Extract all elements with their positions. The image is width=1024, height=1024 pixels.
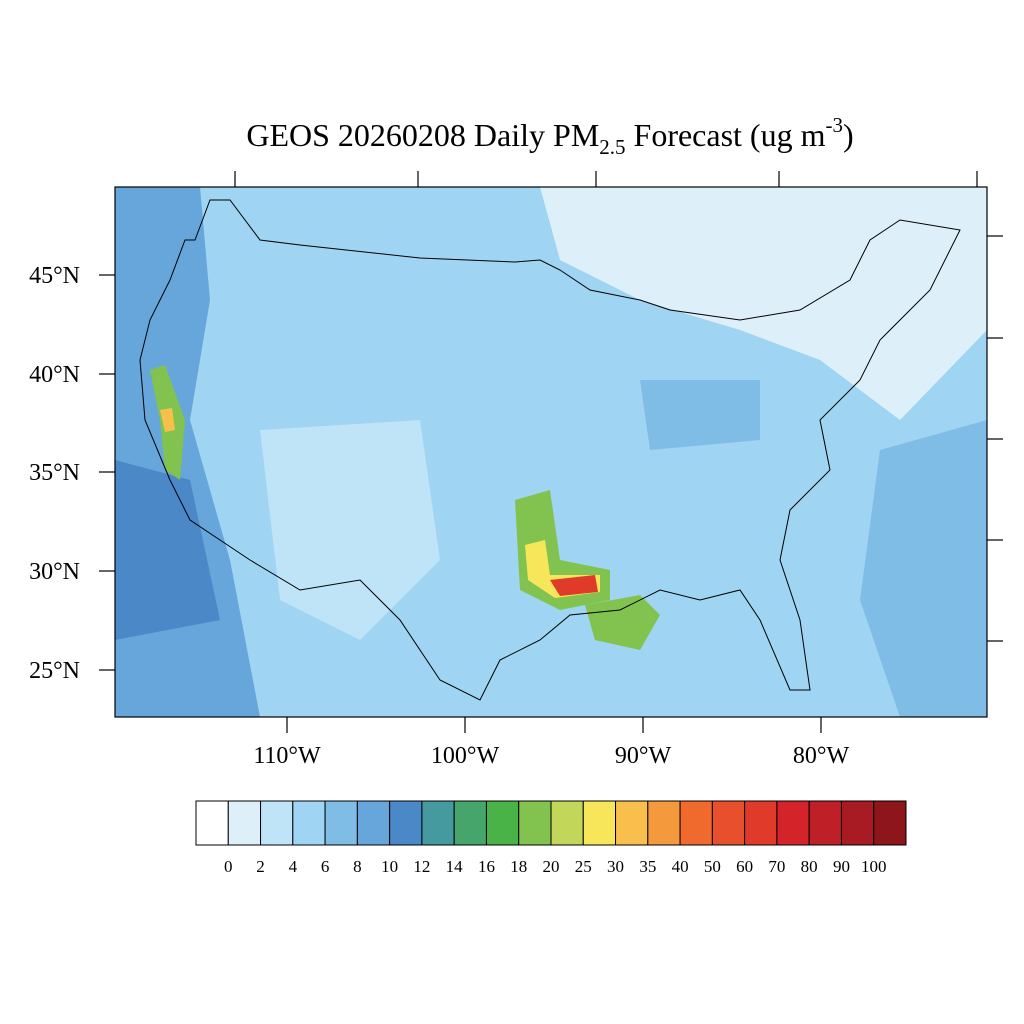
colorbar-label: 8 xyxy=(353,857,362,876)
colorbar-box xyxy=(195,800,229,846)
colorbar-box xyxy=(744,800,778,846)
colorbar-label: 12 xyxy=(413,857,430,876)
title-superscript: -3 xyxy=(825,113,843,137)
colorbar-box xyxy=(356,800,391,846)
colorbar-box xyxy=(518,800,552,846)
axis-labels: 45°N 40°N 35°N 30°N 25°N 110°W 100°W 90°W 80°W xyxy=(29,263,849,769)
colorbar-box xyxy=(324,800,358,846)
colorbar-box xyxy=(873,800,907,846)
colorbar-label: 4 xyxy=(289,857,298,876)
colorbar-box xyxy=(647,800,681,846)
colorbar-box xyxy=(389,800,423,846)
lat-label: 45°N xyxy=(29,263,80,289)
field-southwest xyxy=(260,420,440,640)
colorbar-label: 14 xyxy=(446,857,464,876)
coastline xyxy=(139,199,961,701)
lon-label: 100°W xyxy=(431,743,500,769)
colorbar-label: 6 xyxy=(321,857,330,876)
hotspot-california-core xyxy=(160,408,175,432)
map-field xyxy=(115,187,987,717)
lat-label: 40°N xyxy=(29,362,80,388)
field-light xyxy=(540,187,987,420)
field-ocean xyxy=(115,460,220,640)
lon-label: 110°W xyxy=(253,743,321,769)
colorbar-label: 100 xyxy=(861,857,887,876)
colorbar-label: 20 xyxy=(543,857,560,876)
colorbar-label: 70 xyxy=(768,857,785,876)
colorbar: 0 2 4 6 8 10 12 14 16 18 20 25 30 35 40 50 60 70 80 90 100 xyxy=(195,800,907,876)
colorbar-label: 80 xyxy=(801,857,818,876)
frame-ticks xyxy=(99,171,1003,733)
colorbar-label: 35 xyxy=(639,857,656,876)
colorbar-label: 50 xyxy=(704,857,721,876)
colorbar-label: 2 xyxy=(256,857,265,876)
colorbar-label: 90 xyxy=(833,857,850,876)
colorbar-label: 40 xyxy=(672,857,689,876)
field-ohio xyxy=(640,380,760,450)
lat-label: 30°N xyxy=(29,559,80,585)
colorbar-box xyxy=(550,800,584,846)
colorbar-label: 18 xyxy=(510,857,527,876)
colorbar-box xyxy=(679,800,713,846)
colorbar-label: 16 xyxy=(478,857,495,876)
colorbar-label: 60 xyxy=(736,857,753,876)
colorbar-box xyxy=(421,800,455,846)
lon-label: 80°W xyxy=(793,743,850,769)
colorbar-box xyxy=(840,800,875,846)
lat-label: 25°N xyxy=(29,658,80,684)
title-main: GEOS 20260208 Daily PM xyxy=(246,117,599,153)
colorbar-box xyxy=(615,800,649,846)
colorbar-box xyxy=(453,800,487,846)
map-frame xyxy=(114,186,988,718)
title-rest: Forecast (ug m xyxy=(626,117,826,153)
title-subscript: 2.5 xyxy=(599,135,625,159)
title: GEOS 20260208 Daily PM2.5 Forecast (ug m… xyxy=(246,113,853,159)
colorbar-box xyxy=(260,800,294,846)
field-atlantic xyxy=(860,420,987,717)
hotspot-gulf xyxy=(585,595,660,650)
title-close: ) xyxy=(843,117,854,153)
colorbar-box xyxy=(292,800,326,846)
colorbar-box xyxy=(582,800,617,846)
lat-label: 35°N xyxy=(29,460,80,486)
colorbar-box xyxy=(711,800,746,846)
colorbar-box xyxy=(227,800,262,846)
colorbar-box xyxy=(485,800,520,846)
colorbar-label: 30 xyxy=(607,857,624,876)
lon-label: 90°W xyxy=(615,743,672,769)
colorbar-label: 25 xyxy=(575,857,592,876)
hotspot-peak xyxy=(550,575,598,596)
colorbar-box xyxy=(776,800,810,846)
colorbar-box xyxy=(808,800,842,846)
colorbar-label: 0 xyxy=(224,857,233,876)
colorbar-label: 10 xyxy=(381,857,398,876)
